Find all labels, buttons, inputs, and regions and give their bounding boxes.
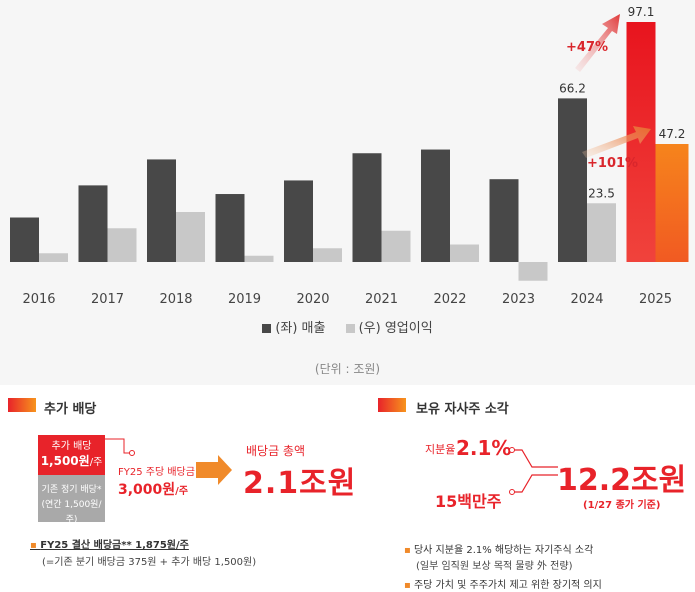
x-tick-2022: 2022	[433, 292, 466, 307]
growth-label-sales: +47%	[566, 40, 608, 55]
legend-swatch-sales	[262, 324, 272, 333]
regular-dividend-box: 기존 정기 배당* (연간 1,500원/주)	[38, 475, 105, 525]
sales-bar-2022	[421, 149, 450, 262]
sales-bar-2017	[78, 185, 108, 262]
additional-dividend-box: 추가 배당 1,500원/주	[38, 435, 105, 475]
buyback-bullet-1: ▪ 당사 지분율 2.1% 해당하는 자기주식 소각	[404, 545, 594, 556]
stake-ratio-label: 지분율	[425, 443, 456, 456]
fy25-note: ▪ FY25 결산 배당금** 1,875원/주	[30, 540, 189, 551]
x-tick-2021: 2021	[365, 292, 398, 307]
sales-bar-2020	[284, 180, 313, 262]
buyback-total-value: 12.2조원	[557, 463, 687, 498]
connector-line-bottom	[512, 474, 558, 493]
op-bar-2020	[313, 248, 342, 262]
op-bar-2021	[381, 230, 411, 262]
sales-label-2024: 66.2	[559, 81, 586, 95]
sales-bar-2021	[352, 153, 382, 262]
sales-bar-2018	[147, 159, 176, 262]
unit-label: (단위 : 조원)	[314, 362, 381, 376]
growth-label-op: +101%	[587, 156, 638, 171]
total-dividend-label: 배당금 총액	[246, 444, 306, 458]
buyback-bullet-1-text: 당사 지분율 2.1% 해당하는 자기주식 소각	[413, 545, 594, 556]
sales-label-2025: 97.1	[628, 5, 655, 19]
total-dividend-value: 2.1조원	[243, 466, 357, 501]
connector-line-top	[512, 449, 558, 468]
buyback-section-title: 보유 자사주 소각	[416, 402, 509, 417]
chart-legend: (좌) 매출 (우) 영업이익	[0, 317, 695, 336]
bar-chart: 2016 2017 2018 2019 2020 2021 2022 2023 2024 66.2…	[10, 5, 689, 307]
op-bar-2023	[518, 262, 548, 281]
legend-swatch-op	[345, 324, 355, 333]
op-label-2025: 47.2	[659, 127, 686, 141]
shares-count-value: 15백만주	[435, 492, 502, 511]
fy25-note-detail: (=기존 분기 배당금 375원 + 추가 배당 1,500원)	[42, 557, 257, 568]
connector-dot-top	[509, 447, 515, 453]
buyback-bullet-2-text: 주당 가치 및 주주가치 제고 위한 장기적 의지	[413, 580, 602, 591]
box-red-label: 추가 배당	[51, 441, 92, 452]
stake-ratio-value: 2.1%	[456, 436, 512, 460]
growth-arrow-sales-icon	[575, 14, 620, 72]
legend-label-sales: (좌) 매출	[275, 321, 326, 336]
legend-item-sales: (좌) 매출	[262, 317, 325, 336]
x-tick-2017: 2017	[91, 292, 124, 307]
buyback-bullet-2: ▪ 주당 가치 및 주주가치 제고 위한 장기적 의지	[404, 580, 602, 591]
op-bar-2018	[176, 212, 205, 262]
connector-dot	[129, 450, 135, 456]
op-bar-2016	[39, 253, 68, 262]
box-red-unit: /주	[89, 457, 103, 468]
op-bar-2017	[107, 228, 137, 262]
chart-area: 2016 2017 2018 2019 2020 2021 2022 2023 2024 66.2…	[0, 5, 695, 376]
x-tick-2025: 2025	[639, 292, 672, 307]
connector-line	[105, 438, 131, 454]
fy-dividend-value: 3,000원	[118, 482, 176, 498]
sales-bar-2024	[558, 98, 587, 262]
x-tick-2023: 2023	[502, 292, 535, 307]
section-marker-icon-2	[378, 398, 406, 412]
op-bar-2025	[655, 144, 689, 262]
sales-bar-2016	[10, 217, 39, 262]
connector-dot-bottom	[509, 489, 515, 495]
buyback-bullet-1-sub: (일부 임직원 보상 목적 물량 外 전량)	[416, 561, 573, 572]
dividend-connector	[105, 438, 232, 485]
buyback-basis: (1/27 종가 기준)	[583, 500, 661, 511]
buyback-connector	[509, 447, 558, 495]
op-bar-2022	[450, 244, 479, 262]
box-red-value: 1,500원	[40, 454, 90, 468]
box-gray-label: 기존 정기 배당*	[41, 485, 102, 495]
fy-dividend-value-wrap: 3,000원/주	[118, 479, 188, 499]
x-tick-2016: 2016	[22, 292, 55, 307]
x-tick-2024: 2024	[570, 292, 603, 307]
fy-dividend-unit: /주	[175, 486, 189, 497]
section-marker-icon	[8, 398, 36, 412]
dividend-arrow-icon	[196, 455, 232, 485]
x-tick-2020: 2020	[296, 292, 329, 307]
bottom-panel	[0, 385, 695, 592]
op-bar-2019	[244, 255, 274, 262]
growth-arrow-op-icon	[582, 126, 651, 158]
legend-item-op: (우) 영업이익	[345, 317, 433, 336]
op-label-2024: 23.5	[588, 186, 615, 200]
x-tick-2019: 2019	[228, 292, 261, 307]
box-gray-sub: (연간 1,500원/주)	[41, 500, 102, 525]
op-bar-2024	[587, 203, 616, 262]
x-tick-2018: 2018	[159, 292, 192, 307]
fy25-note-text: FY25 결산 배당금** 1,875원/주	[40, 540, 189, 551]
sales-bar-2023	[489, 179, 519, 262]
legend-label-op: (우) 영업이익	[358, 321, 433, 336]
sales-bar-2019	[215, 194, 245, 262]
fy-dividend-label: FY25 주당 배당금	[118, 467, 195, 478]
dividend-section-title: 추가 배당	[44, 402, 97, 417]
